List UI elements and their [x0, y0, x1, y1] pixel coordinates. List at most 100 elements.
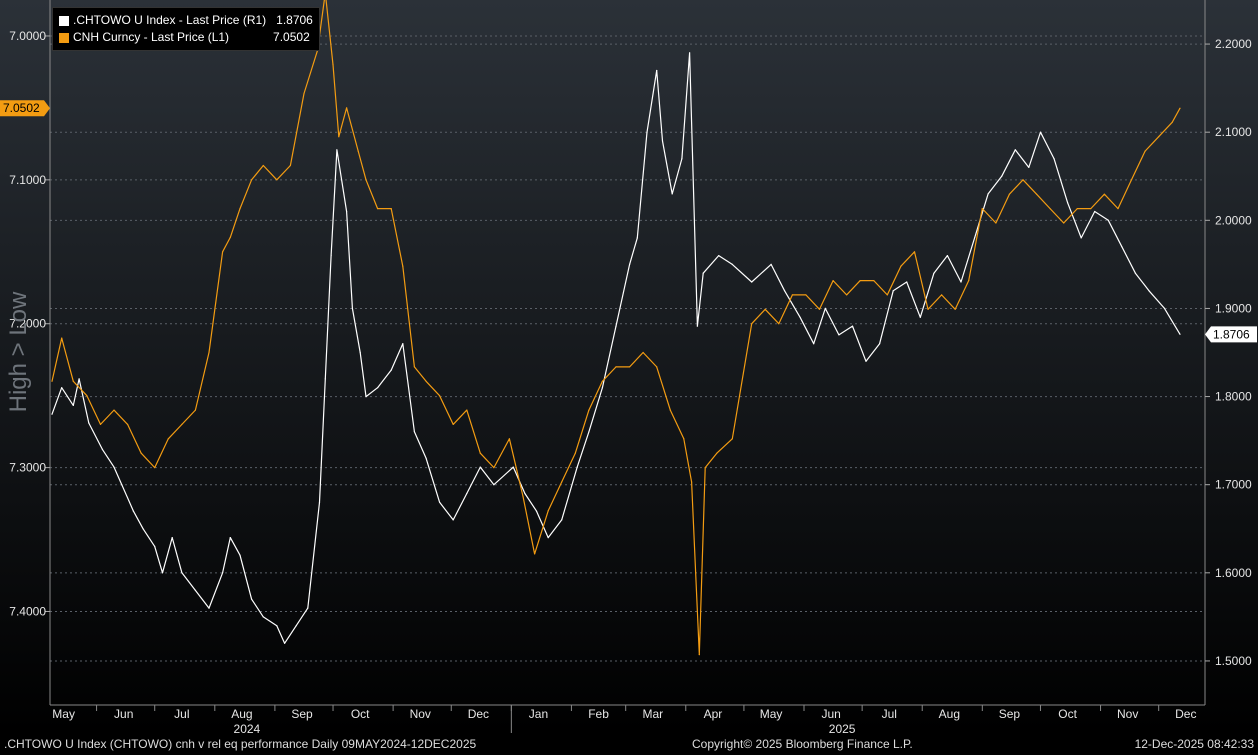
cnh-point	[615, 366, 617, 368]
index-point	[696, 325, 699, 327]
right-tick-label: 1.9000	[1215, 301, 1252, 315]
index-point	[154, 545, 156, 548]
cnh-point	[1090, 208, 1092, 210]
index-point	[318, 501, 321, 503]
cnh-point	[764, 308, 766, 310]
index-point	[671, 193, 673, 195]
cnh-point	[818, 308, 821, 310]
index-point	[865, 360, 867, 362]
index-point	[413, 431, 415, 433]
right-tick-label: 1.7000	[1215, 478, 1252, 492]
index-point	[838, 334, 840, 336]
cnh-point	[832, 280, 834, 282]
month-label: Apr	[704, 707, 723, 721]
month-label: Mar	[642, 707, 663, 721]
index-point	[113, 466, 115, 468]
cnh-point	[927, 308, 929, 310]
index-point	[588, 431, 590, 433]
cnh-point	[547, 510, 549, 512]
cnh-point	[995, 222, 997, 224]
cnh-point	[1179, 107, 1181, 109]
month-label: Aug	[939, 707, 960, 721]
cnh-point	[1008, 193, 1011, 195]
cnh-point	[425, 380, 427, 382]
index-point	[239, 554, 241, 556]
index-point	[1014, 149, 1016, 151]
cnh-point	[1103, 193, 1105, 195]
month-label: Aug	[231, 707, 252, 721]
cnh-point	[208, 351, 210, 354]
index-point	[813, 343, 815, 345]
cnh-point	[239, 208, 241, 210]
index-point	[535, 510, 538, 512]
cnh-point	[805, 294, 807, 296]
left-axis-title: High > Low	[5, 291, 32, 412]
cnh-point	[968, 280, 970, 282]
index-point	[284, 642, 286, 644]
right-tick-label: 1.5000	[1215, 654, 1252, 668]
cnh-point	[534, 553, 536, 555]
index-point	[1001, 175, 1003, 177]
axis-layer: 1.5000 1.6000 1.7000 1.8000 1.9000 2.0000 2.10…	[0, 0, 1257, 736]
index-point	[346, 210, 348, 213]
chart-svg: 1.5000 1.6000 1.7000 1.8000 1.9000 2.0000 2.10…	[0, 0, 1258, 736]
index-point	[181, 572, 183, 574]
legend: .CHTOWO U Index - Last Price (R1) 1.8706…	[52, 7, 320, 51]
index-last-value-tag	[1205, 326, 1257, 343]
cnh-point	[154, 467, 156, 469]
right-tick-label: 2.1000	[1215, 125, 1252, 139]
index-point	[824, 307, 826, 309]
cnh-point	[452, 423, 454, 425]
legend-label-index: .CHTOWO U Index - Last Price (R1)	[73, 13, 267, 27]
cnh-point	[691, 481, 693, 483]
cnh-point	[289, 164, 291, 167]
index-point	[208, 607, 210, 609]
index-point	[879, 343, 881, 345]
cnh-point	[981, 208, 983, 210]
cnh-point	[656, 366, 658, 368]
index-point	[1028, 166, 1030, 168]
index-point	[194, 589, 196, 592]
footer: .CHTOWO U Index (CHTOWO) cnh v rel eq pe…	[0, 733, 1258, 755]
cnh-point	[402, 265, 404, 267]
cnh-point	[181, 423, 183, 425]
footer-copyright: Copyright© 2025 Bloomberg Finance L.P.	[692, 737, 913, 751]
index-point	[561, 519, 563, 521]
cnh-point	[127, 423, 129, 425]
cnh-point	[561, 481, 563, 483]
index-point	[702, 272, 704, 274]
cnh-point	[1117, 208, 1119, 210]
month-label: Jul	[174, 707, 189, 721]
cnh-point	[588, 409, 590, 411]
footer-timestamp: 12-Dec-2025 08:42:33	[1134, 737, 1254, 751]
index-point	[601, 387, 604, 389]
index-point	[479, 466, 481, 468]
cnh-point	[601, 380, 604, 382]
index-point	[1148, 290, 1150, 292]
index-point	[960, 281, 962, 283]
right-tick-label: 2.0000	[1215, 213, 1252, 227]
index-point	[933, 272, 935, 274]
index-point	[222, 572, 224, 574]
index-point	[359, 351, 361, 354]
cnh-point	[61, 337, 63, 339]
month-label: Dec	[468, 707, 489, 721]
index-point	[576, 466, 578, 468]
cnh-point	[377, 208, 379, 210]
cnh-point	[1063, 222, 1065, 224]
cnh-point	[413, 366, 415, 368]
index-point	[512, 466, 514, 468]
index-point	[751, 281, 753, 283]
index-point	[1179, 333, 1181, 335]
index-point	[892, 290, 894, 292]
right-tick-label: 2.2000	[1215, 37, 1252, 51]
cnh-point	[1171, 121, 1173, 123]
index-point	[524, 492, 526, 495]
index-point	[365, 396, 367, 398]
index-point	[51, 413, 53, 415]
index-point	[88, 422, 90, 424]
cnh-point	[466, 409, 468, 411]
index-point	[1107, 219, 1109, 221]
month-label: Feb	[588, 707, 609, 721]
